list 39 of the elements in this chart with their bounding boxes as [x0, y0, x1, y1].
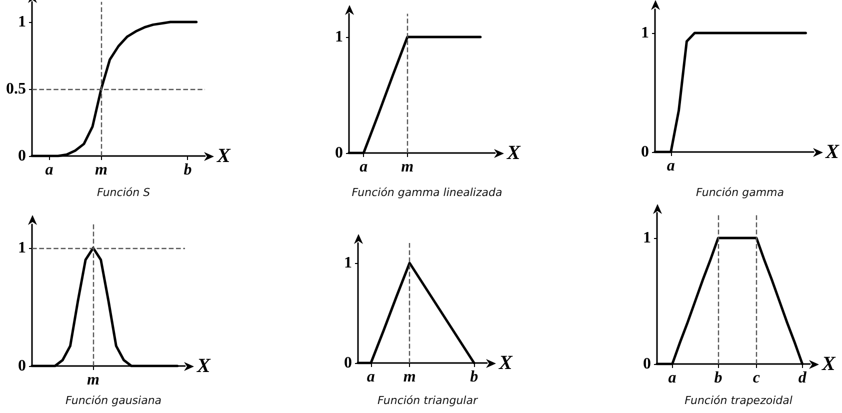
text: Función triangular: [377, 394, 479, 407]
y-tick-label: 1: [641, 24, 649, 42]
text: Función gamma: [696, 186, 784, 199]
x-axis-title: X: [506, 142, 521, 164]
x-tick-label: m: [403, 368, 416, 386]
y-tick-label: 0: [335, 144, 343, 162]
x-tick-label: b: [470, 368, 478, 386]
y-tick-label: 1: [18, 240, 26, 256]
y-tick-label: 1: [18, 14, 26, 30]
x-axis-title: X: [196, 355, 211, 377]
text: Función trapezoidal: [684, 394, 792, 407]
y-tick-label: 0.5: [6, 80, 26, 98]
y-tick-label: 0: [641, 144, 649, 160]
x-tick-label: a: [668, 370, 676, 386]
y-tick-label: 0: [643, 356, 651, 372]
x-tick-label: b: [184, 162, 192, 178]
x-tick-label: b: [714, 370, 722, 386]
x-tick-label: a: [45, 162, 54, 178]
y-tick-label: 0: [344, 354, 352, 372]
x-tick-label: m: [86, 372, 100, 388]
y-tick-label: 1: [643, 230, 651, 246]
y-tick-label: 1: [344, 254, 352, 272]
x-axis-title: X: [216, 145, 231, 167]
x-axis-title: X: [824, 141, 840, 163]
y-tick-label: 1: [335, 28, 343, 46]
x-axis-title: X: [821, 353, 836, 375]
x-tick-label: a: [366, 368, 375, 386]
x-tick-label: m: [94, 162, 108, 178]
text: Función gausiana: [65, 394, 162, 407]
y-tick-label: 0: [18, 148, 26, 164]
x-tick-label: d: [798, 370, 808, 386]
text: Función S: [96, 186, 150, 199]
x-tick-label: m: [401, 158, 414, 176]
x-tick-label: a: [666, 158, 675, 174]
x-tick-label: c: [752, 370, 760, 386]
x-axis-title: X: [498, 352, 513, 374]
text: Función gamma linealizada: [352, 186, 502, 199]
x-tick-label: a: [360, 158, 368, 176]
y-tick-label: 0: [18, 358, 26, 374]
